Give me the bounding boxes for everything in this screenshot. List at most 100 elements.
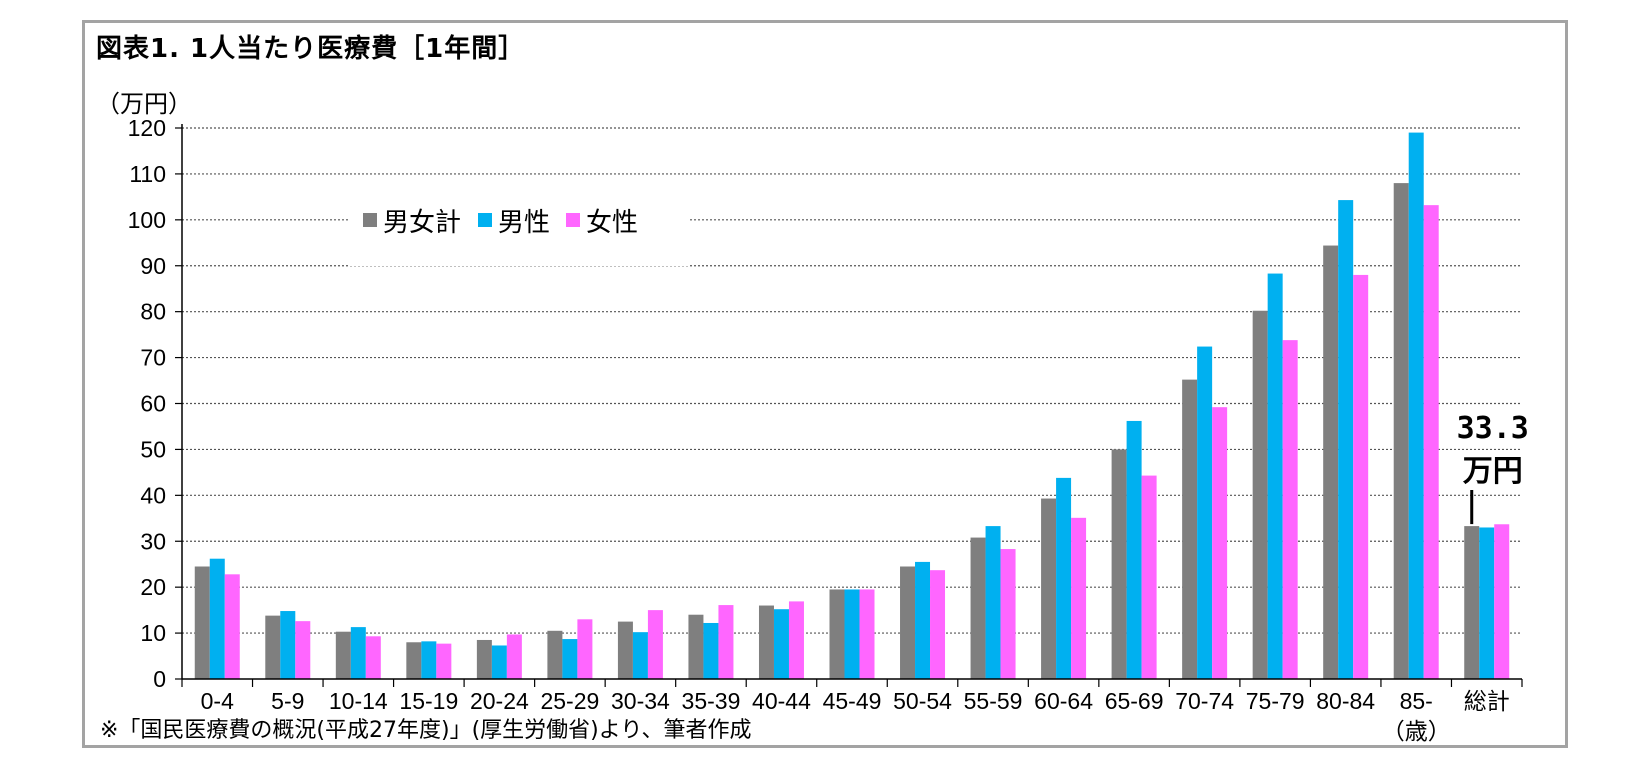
bar	[647, 610, 663, 679]
legend-swatch	[566, 213, 580, 227]
bar	[506, 634, 522, 679]
legend-label: 男女計	[383, 208, 461, 238]
x-tick-label: 75-79	[1246, 688, 1305, 714]
bar	[1212, 407, 1228, 679]
bar	[1267, 273, 1283, 679]
y-tick-label: 0	[153, 666, 166, 692]
y-tick-label: 120	[128, 115, 166, 141]
y-axis-unit-label: （万円）	[96, 90, 192, 118]
bar	[1252, 310, 1268, 679]
bar	[1056, 477, 1072, 679]
annotation-unit: 万円	[1463, 454, 1523, 489]
bar	[547, 630, 563, 679]
x-tick-label: 70-74	[1175, 688, 1234, 714]
bar	[577, 619, 593, 679]
bar	[1338, 200, 1354, 679]
bar	[900, 566, 916, 679]
legend-label: 女性	[586, 208, 638, 238]
y-tick-label: 30	[140, 528, 166, 554]
bar	[1141, 475, 1157, 679]
bar	[915, 561, 931, 679]
bar	[688, 614, 704, 679]
bar	[1479, 527, 1495, 679]
bar	[224, 574, 240, 679]
bar	[350, 627, 366, 679]
x-tick-label: 85-	[1400, 688, 1433, 714]
bar	[829, 589, 845, 679]
x-tick-label: 10-14	[329, 688, 388, 714]
x-tick-label: 55-59	[964, 688, 1023, 714]
bar	[1000, 549, 1016, 679]
x-tick-label: 0-4	[201, 688, 234, 714]
x-tick-label: 35-39	[682, 688, 741, 714]
bar	[617, 621, 633, 679]
x-tick-label: 65-69	[1105, 688, 1164, 714]
bar	[703, 622, 719, 679]
bar	[562, 639, 578, 679]
chart-frame	[82, 20, 1568, 748]
bar	[491, 645, 507, 679]
y-tick-label: 20	[140, 574, 166, 600]
y-tick-label: 100	[128, 207, 166, 233]
bar	[365, 636, 381, 679]
bar	[1393, 183, 1409, 679]
bar	[632, 632, 648, 679]
bar	[1494, 524, 1510, 679]
bar	[1282, 340, 1298, 679]
bar	[1423, 205, 1439, 679]
bar	[421, 641, 437, 679]
bar	[859, 589, 875, 679]
bar	[265, 615, 281, 679]
bar	[1197, 346, 1213, 679]
y-tick-label: 90	[140, 253, 166, 279]
bar	[1111, 449, 1127, 679]
bar	[436, 643, 452, 679]
x-tick-label: 40-44	[752, 688, 811, 714]
bar	[1408, 132, 1424, 679]
bar	[476, 639, 492, 679]
legend-swatch	[478, 213, 492, 227]
legend-label: 男性	[498, 208, 550, 238]
bar	[406, 642, 422, 679]
x-tick-label: 30-34	[611, 688, 670, 714]
y-tick-label: 10	[140, 620, 166, 646]
legend-background	[350, 186, 690, 266]
x-tick-label: 15-19	[399, 688, 458, 714]
bar	[1182, 379, 1198, 679]
source-note: ※「国民医療費の概況(平成27年度)」(厚生労働省)より、筆者作成	[100, 718, 752, 743]
bar	[335, 631, 351, 679]
bar	[280, 611, 296, 679]
bar	[758, 605, 774, 679]
y-tick-label: 60	[140, 391, 166, 417]
y-tick-label: 40	[140, 482, 166, 508]
bar	[1041, 498, 1057, 679]
x-tick-label: 60-64	[1034, 688, 1093, 714]
bar	[718, 605, 734, 679]
bar	[1464, 526, 1480, 679]
bar	[1323, 245, 1339, 679]
x-tick-label: 25-29	[540, 688, 599, 714]
x-tick-label: 20-24	[470, 688, 529, 714]
x-tick-label: 45-49	[823, 688, 882, 714]
bar	[930, 570, 946, 679]
x-tick-label: 総計	[1464, 688, 1510, 714]
annotation-value: 33.3	[1457, 411, 1529, 446]
bar	[1353, 274, 1369, 679]
bar	[194, 566, 210, 679]
bar	[209, 558, 225, 679]
bar	[295, 621, 311, 679]
legend-swatch	[363, 213, 377, 227]
x-tick-sublabel: （歳）	[1382, 718, 1451, 744]
x-tick-label: 5-9	[271, 688, 304, 714]
y-tick-label: 110	[129, 161, 166, 187]
bar	[788, 601, 804, 679]
chart-title: 図表1. 1人当たり医療費［1年間］	[96, 34, 526, 64]
bar	[773, 609, 789, 679]
y-tick-label: 50	[140, 436, 166, 462]
x-tick-label: 50-54	[893, 688, 952, 714]
bar	[1071, 517, 1087, 679]
y-tick-label: 70	[140, 345, 166, 371]
x-tick-label: 80-84	[1316, 688, 1375, 714]
bar	[970, 537, 986, 679]
